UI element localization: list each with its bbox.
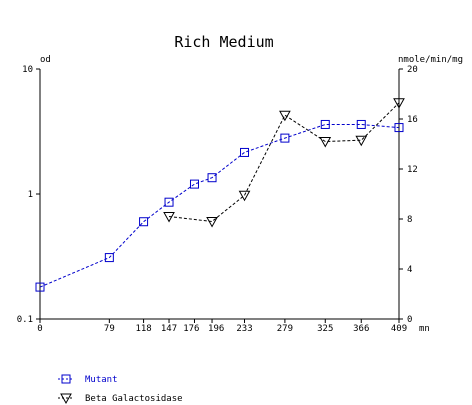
data-point-mutant [320,119,330,129]
x-tick-label: 79 [104,324,115,334]
data-point-beta [319,137,332,148]
x-tick-label: 325 [317,324,333,334]
x-tick-label: 196 [208,324,224,334]
left-tick-label: 0.1 [17,315,33,325]
left-tick-label: 10 [22,65,33,75]
left-tick-label: 1 [28,190,33,200]
series-layer [35,98,405,292]
legend-mutant-label: Mutant [85,375,118,385]
data-point-beta [279,110,291,122]
data-point-mutant [164,197,174,207]
left-ticks: 0.1 1 10 [17,65,40,325]
x-tick-label: 279 [277,324,293,334]
data-point-mutant [394,123,404,133]
series-line-0 [39,124,400,288]
right-tick-label: 4 [407,265,412,275]
right-tick-label: 16 [407,115,418,125]
x-tick-label: 147 [161,324,177,334]
data-point-mutant [189,179,199,189]
data-point-beta [355,135,368,147]
x-unit-label: mn [419,324,430,334]
x-tick-label: 233 [236,324,252,334]
data-point-mutant [35,282,45,292]
left-axis-label: od [40,55,51,65]
legend-beta-marker [60,393,72,405]
data-point-beta [163,212,175,223]
x-tick-label: 118 [135,324,151,334]
x-tick-label: 409 [391,324,407,334]
legend-mutant-marker [61,374,71,384]
right-axis-label: nmole/min/mg [398,55,463,65]
legend-beta-label: Beta Galactosidase [85,394,183,404]
right-tick-label: 8 [407,215,412,225]
legend: Mutant Beta Galactosidase [58,374,183,405]
x-tick-label: 366 [353,324,369,334]
data-point-beta [393,98,405,109]
x-ticks: 0 79 118 147 176 196 233 279 325 366 409 [37,319,407,334]
legend-item-mutant: Mutant [58,374,118,385]
right-tick-label: 20 [407,65,418,75]
data-point-mutant [280,133,290,143]
chart-title: Rich Medium [174,33,273,51]
data-point-mutant [240,147,250,157]
data-point-mutant [356,119,366,129]
data-point-mutant [104,253,114,263]
data-point-beta [238,190,251,202]
x-tick-label: 0 [37,324,42,334]
data-point-mutant [139,217,149,227]
right-tick-label: 0 [407,315,412,325]
x-tick-label: 176 [183,324,199,334]
data-point-mutant [207,173,217,183]
legend-item-beta: Beta Galactosidase [58,393,183,405]
right-ticks: 0 4 8 12 16 20 [399,65,418,325]
data-point-beta [206,217,218,228]
right-tick-label: 12 [407,165,418,175]
